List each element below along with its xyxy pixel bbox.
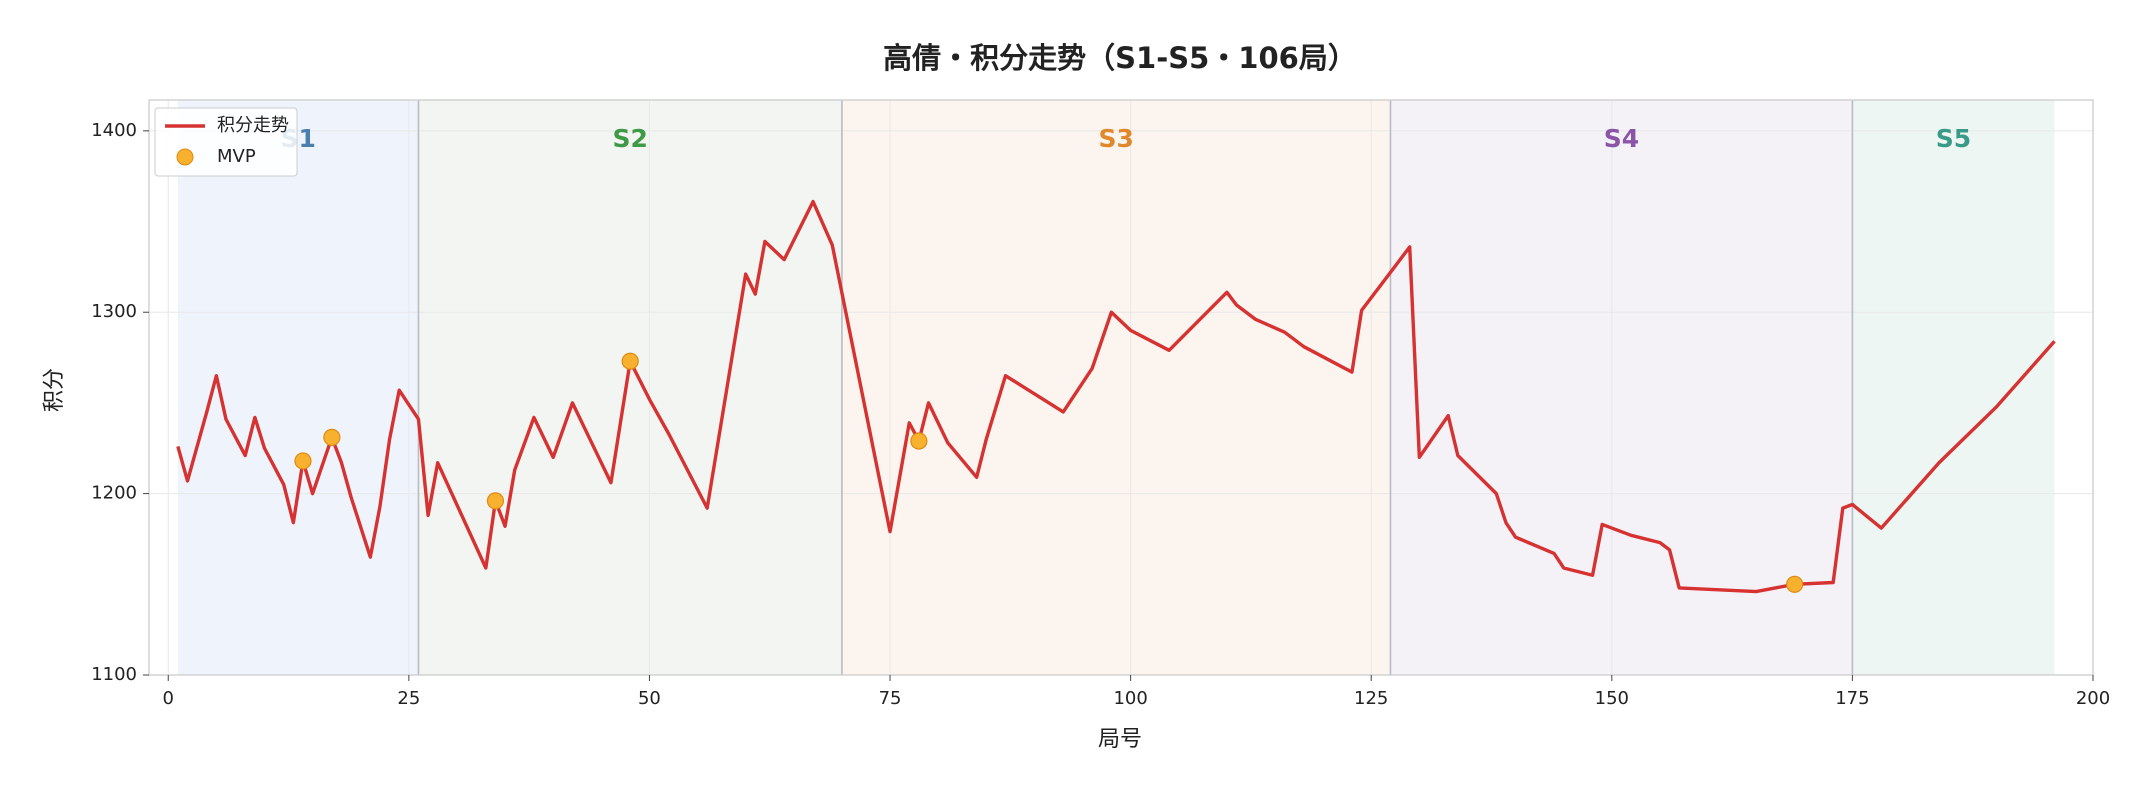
mvp-point [486, 492, 505, 510]
season-label: S2 [612, 124, 647, 153]
x-tick-label: 100 [1113, 688, 1147, 709]
season-band [418, 100, 842, 675]
mvp-point [323, 428, 341, 446]
score-line [176, 199, 2056, 594]
x-tick-label: 200 [2076, 688, 2110, 709]
season-band [1390, 100, 1853, 675]
mvp-point [1786, 575, 1804, 593]
mvp-point [910, 432, 928, 450]
y-tick-label: 1300 [91, 301, 137, 322]
plot-frame [148, 99, 2094, 676]
y-tick-label: 1100 [91, 664, 137, 685]
mvp-point [294, 452, 312, 470]
x-tick-label: 150 [1595, 688, 1629, 709]
y-axis-label: 积分 [42, 368, 67, 412]
x-tick-label: 25 [397, 688, 420, 709]
x-tick-label: 0 [163, 688, 174, 709]
y-tick-label: 1200 [91, 483, 137, 504]
season-label: S4 [1604, 124, 1639, 153]
chart-title: 高倩・积分走势（S1-S5・106局） [883, 41, 1357, 75]
season-label: S3 [1098, 124, 1133, 153]
x-tick-label: 50 [638, 688, 661, 709]
x-tick-label: 125 [1354, 688, 1388, 709]
legend-label: MVP [217, 146, 256, 167]
y-tick-label: 1400 [91, 120, 137, 141]
legend-swatch [176, 148, 194, 166]
x-tick-label: 75 [879, 688, 902, 709]
x-tick-label: 175 [1835, 688, 1869, 709]
mvp-point [621, 352, 639, 370]
legend-label: 积分走势 [217, 115, 289, 136]
season-band [1852, 100, 2055, 675]
season-band [841, 100, 1391, 675]
x-axis-label: 局号 [1098, 727, 1142, 752]
season-label: S5 [1936, 124, 1971, 153]
